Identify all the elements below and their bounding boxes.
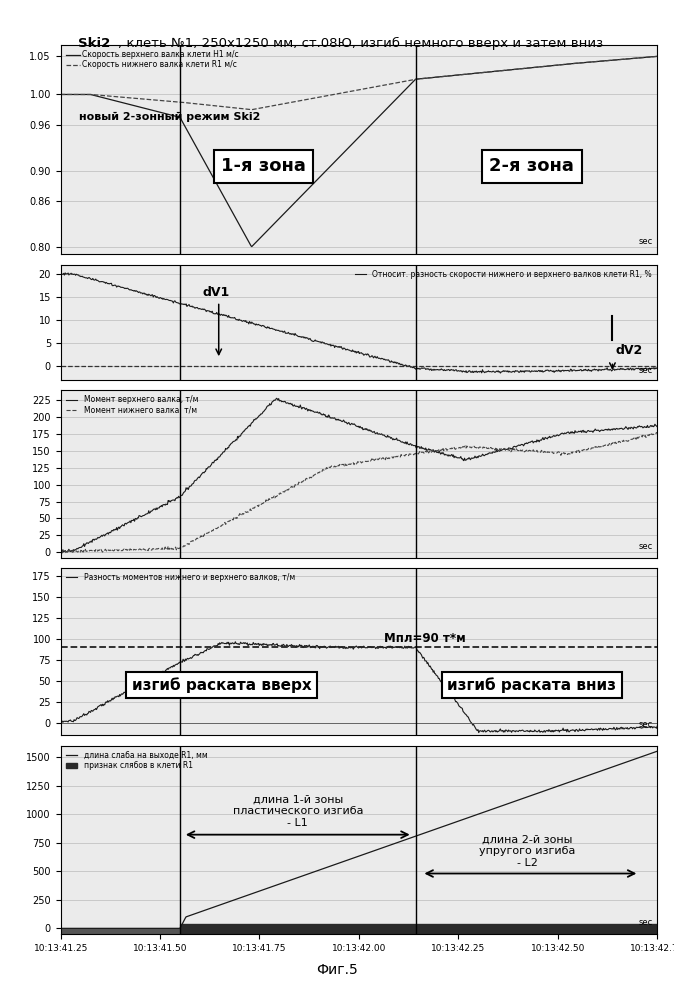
- Line: Момент верхнего валка, т/м: Момент верхнего валка, т/м: [61, 399, 657, 552]
- Text: Мпл=90 т*м: Мпл=90 т*м: [384, 631, 465, 645]
- Момент верхнего валка, т/м: [57, 545, 65, 557]
- Text: sec: sec: [638, 237, 652, 246]
- Момент нижнего валка, т/м: [419, 447, 427, 459]
- длина слаба на выходе R1, мм: [57, 922, 65, 934]
- Скорость верхнего валка клети H1 м/с: [57, 89, 65, 101]
- Text: новый 2-зонный режим Ski2: новый 2-зонный режим Ski2: [79, 112, 260, 122]
- Момент верхнего валка, т/м: [510, 441, 518, 453]
- Скорость нижнего валка клети R1 м/с: [571, 57, 579, 69]
- длина слаба на выходе R1, мм: [419, 827, 427, 839]
- Text: sec: sec: [638, 719, 652, 728]
- длина слаба на выходе R1, мм: [653, 745, 661, 757]
- Legend: Скорость верхнего валка клети H1 м/с, Скорость нижнего валка клети R1 м/с: Скорость верхнего валка клети H1 м/с, Ск…: [65, 49, 240, 71]
- Text: sec: sec: [638, 917, 652, 926]
- Text: Ski2: Ski2: [78, 37, 110, 50]
- Legend: Разность моментов нижнего и верхнего валков, т/м: Разность моментов нижнего и верхнего вал…: [65, 571, 297, 583]
- Скорость нижнего валка клети R1 м/с: [653, 50, 661, 62]
- Момент нижнего валка, т/м: [58, 547, 66, 559]
- Legend: Момент верхнего валка, т/м, Момент нижнего валка, т/м: Момент верхнего валка, т/м, Момент нижне…: [65, 394, 200, 416]
- Text: dV1: dV1: [202, 286, 229, 299]
- Text: sec: sec: [638, 367, 652, 376]
- Скорость нижнего валка клети R1 м/с: [510, 63, 518, 75]
- Text: 1-я зона: 1-я зона: [221, 158, 306, 176]
- Момент нижнего валка, т/м: [510, 443, 518, 455]
- Скорость верхнего валка клети H1 м/с: [404, 81, 412, 93]
- Line: Скорость верхнего валка клети H1 м/с: Скорость верхнего валка клети H1 м/с: [61, 56, 657, 247]
- Момент нижнего валка, т/м: [437, 444, 446, 456]
- Text: dV2: dV2: [615, 344, 642, 357]
- длина слаба на выходе R1, мм: [403, 833, 411, 845]
- Момент нижнего валка, т/м: [404, 449, 412, 461]
- Скорость верхнего валка клети H1 м/с: [510, 63, 518, 75]
- Line: Момент нижнего валка, т/м: Момент нижнего валка, т/м: [61, 433, 657, 553]
- Скорость верхнего валка клети H1 м/с: [93, 90, 101, 102]
- Скорость нижнего валка клети R1 м/с: [419, 73, 427, 85]
- Скорость нижнего валка клети R1 м/с: [57, 89, 65, 101]
- Скорость верхнего валка клети H1 м/с: [437, 71, 446, 83]
- Text: изгиб раската вверх: изгиб раската вверх: [132, 677, 311, 693]
- Скорость нижнего валка клети R1 м/с: [437, 71, 446, 83]
- Text: изгиб раската вниз: изгиб раската вниз: [448, 677, 617, 693]
- Скорость нижнего валка клети R1 м/с: [404, 75, 412, 87]
- Скорость верхнего валка клети H1 м/с: [653, 50, 661, 62]
- Скорость верхнего валка клети H1 м/с: [419, 73, 427, 85]
- Момент нижнего валка, т/м: [652, 427, 661, 439]
- длина слаба на выходе R1, мм: [570, 774, 578, 786]
- длина слаба на выходе R1, мм: [93, 922, 101, 934]
- Момент верхнего валка, т/м: [653, 421, 661, 433]
- Legend: длина слаба на выходе R1, мм, признак слябов в клети R1: длина слаба на выходе R1, мм, признак сл…: [65, 749, 209, 771]
- Line: длина слаба на выходе R1, мм: длина слаба на выходе R1, мм: [61, 751, 657, 928]
- Момент верхнего валка, т/м: [572, 427, 580, 439]
- Момент верхнего валка, т/м: [272, 393, 280, 405]
- Text: Фиг.5: Фиг.5: [316, 963, 358, 977]
- Момент верхнего валка, т/м: [58, 546, 66, 558]
- Момент нижнего валка, т/м: [94, 544, 102, 556]
- Момент верхнего валка, т/м: [404, 439, 412, 451]
- Момент верхнего валка, т/м: [438, 448, 446, 460]
- Text: 2-я зона: 2-я зона: [489, 158, 574, 176]
- длина слаба на выходе R1, мм: [437, 821, 445, 833]
- Момент нижнего валка, т/м: [653, 427, 661, 439]
- Text: sec: sec: [638, 541, 652, 550]
- Line: Скорость нижнего валка клети R1 м/с: Скорость нижнего валка клети R1 м/с: [61, 56, 657, 110]
- длина слаба на выходе R1, мм: [509, 796, 517, 808]
- Момент нижнего валка, т/м: [571, 446, 579, 458]
- Legend: Относит. разность скорости нижнего и верхнего валков клети R1, %: Относит. разность скорости нижнего и вер…: [353, 269, 653, 281]
- Text: длина 1-й зоны
пластического изгиба
- L1: длина 1-й зоны пластического изгиба - L1: [233, 794, 363, 828]
- Text: длина 2-й зоны
упругого изгиба
- L2: длина 2-й зоны упругого изгиба - L2: [479, 834, 576, 868]
- Text: , клеть №1, 250x1250 мм, ст.08Ю, изгиб немного вверх и затем вниз: , клеть №1, 250x1250 мм, ст.08Ю, изгиб н…: [118, 37, 603, 50]
- Момент нижнего валка, т/м: [57, 545, 65, 557]
- Скорость нижнего валка клети R1 м/с: [93, 89, 101, 101]
- Скорость верхнего валка клети H1 м/с: [248, 241, 256, 253]
- Момент верхнего валка, т/м: [94, 531, 102, 543]
- Скорость нижнего валка клети R1 м/с: [248, 104, 256, 116]
- Момент верхнего валка, т/м: [420, 443, 428, 455]
- Скорость верхнего валка клети H1 м/с: [571, 57, 579, 69]
